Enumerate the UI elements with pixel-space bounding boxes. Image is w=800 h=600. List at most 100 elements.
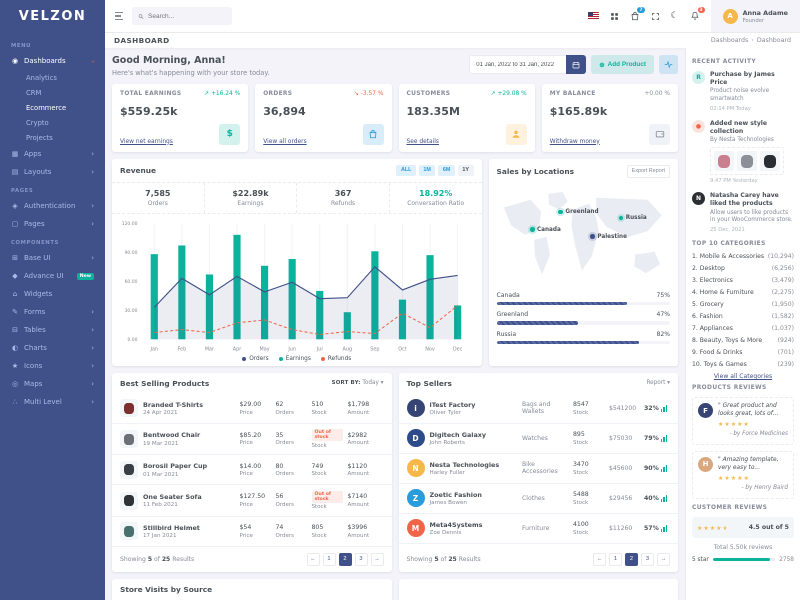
- category-row[interactable]: 3. Electronics (3,479): [692, 277, 794, 284]
- top-sellers-page-3[interactable]: 3: [641, 552, 654, 566]
- category-row[interactable]: 7. Appliances (1,037): [692, 325, 794, 332]
- app-logo[interactable]: VELZON: [18, 9, 87, 24]
- top-sellers-next-page-button[interactable]: →: [657, 552, 670, 566]
- seller-company[interactable]: Nesta Technologies: [429, 460, 500, 469]
- best-selling-page-2[interactable]: 2: [338, 552, 352, 566]
- sidebar-item-charts[interactable]: ◐ Charts ›: [0, 339, 105, 357]
- sidebar-item-apps[interactable]: ▦ Apps ›: [0, 145, 105, 163]
- product-name[interactable]: One Seater Sofa: [143, 492, 202, 501]
- sort-by-dropdown[interactable]: SORT BY: Today ▾: [331, 380, 384, 387]
- user-profile-button[interactable]: A Anna Adame Founder: [710, 0, 800, 32]
- sidebar-subitem-analytics[interactable]: Analytics: [26, 73, 57, 82]
- product-name[interactable]: Bentwood Chair: [143, 431, 201, 440]
- sidebar-item-authentication[interactable]: ◈ Authentication ›: [0, 197, 105, 215]
- sidebar-subitem-crypto[interactable]: Crypto: [26, 118, 49, 127]
- calendar-button[interactable]: [566, 55, 587, 74]
- stat-card-link[interactable]: View all orders: [263, 138, 307, 145]
- activity-button[interactable]: [659, 55, 678, 74]
- activity-thumbnail[interactable]: [714, 151, 734, 172]
- range-button-1y[interactable]: 1Y: [457, 164, 474, 176]
- collection-icon: ●: [692, 119, 705, 133]
- hamburger-menu-icon[interactable]: [115, 12, 123, 20]
- category-row[interactable]: 5. Grocery (1,950): [692, 301, 794, 308]
- language-flag-button[interactable]: [587, 12, 599, 20]
- sidebar-subitem-crm[interactable]: CRM: [26, 88, 42, 97]
- widgets-icon: ⌂: [12, 290, 18, 298]
- category-row[interactable]: 4. Home & Furniture (2,275): [692, 289, 794, 296]
- view-all-categories-link[interactable]: View all Categories: [713, 373, 773, 381]
- category-row[interactable]: 10. Toys & Games (239): [692, 361, 794, 368]
- best-selling-page-3[interactable]: 3: [354, 552, 368, 566]
- category-row[interactable]: 9. Food & Drinks (701): [692, 349, 794, 356]
- sidebar-item-maps[interactable]: ◎ Maps ›: [0, 375, 105, 393]
- map-marker-russia[interactable]: Russia: [618, 215, 647, 221]
- sidebar-item-base-ui[interactable]: ⊞ Base UI ›: [0, 249, 105, 267]
- out-of-stock-badge: Out of stock: [311, 490, 343, 503]
- stat-card-link[interactable]: Withdraw money: [549, 138, 600, 145]
- category-row[interactable]: 6. Fashion (1,582): [692, 313, 794, 320]
- range-button-1m[interactable]: 1M: [418, 164, 436, 176]
- fullscreen-button[interactable]: [651, 12, 660, 21]
- product-image: [124, 402, 134, 414]
- best-selling-footer: Showing 5 of 25 Results ← 1 2 3 →: [112, 547, 392, 572]
- seller-person: Zoe Dennis: [429, 530, 462, 537]
- category-row[interactable]: 8. Beauty, Toys & More (924): [692, 337, 794, 344]
- sidebar-item-advance-ui[interactable]: ◆ Advance UI New: [0, 267, 105, 285]
- sidebar-subitem-projects[interactable]: Projects: [26, 133, 53, 142]
- sidebar-item-icons[interactable]: ★ Icons ›: [0, 357, 105, 375]
- best-selling-prev-page-button[interactable]: ←: [306, 552, 320, 566]
- sidebar-item-multi-level[interactable]: ∴ Multi Level ›: [0, 393, 105, 411]
- top-sellers-prev-page-button[interactable]: ←: [593, 552, 606, 566]
- world-map[interactable]: Canada Greenland Russia Palestine: [495, 186, 672, 284]
- category-row[interactable]: 2. Desktop (6,256): [692, 265, 794, 272]
- seller-company[interactable]: Digitech Galaxy: [429, 430, 487, 439]
- report-dropdown[interactable]: Report ▾: [646, 380, 670, 387]
- sidebar-item-layouts[interactable]: ▤ Layouts ›: [0, 163, 105, 181]
- activity-thumbnail[interactable]: [737, 151, 757, 172]
- search-box[interactable]: [132, 7, 232, 25]
- rating-bar-fill: [712, 557, 771, 562]
- stat-card-link[interactable]: See details: [406, 138, 440, 145]
- map-marker-canada[interactable]: Canada: [530, 227, 561, 233]
- stat-card-link[interactable]: View net earnings: [120, 138, 173, 145]
- product-name[interactable]: Stillbird Helmet: [143, 523, 200, 532]
- revenue-range-buttons: ALL 1M 6M 1Y: [396, 164, 474, 176]
- stat-card-value: $559.25k: [120, 104, 178, 118]
- activity-thumbnail[interactable]: [760, 151, 780, 172]
- breadcrumb-dashboards[interactable]: Dashboards: [710, 37, 749, 44]
- cart-button[interactable]: 7: [630, 7, 645, 21]
- product-stock-value: 510: [311, 401, 324, 409]
- product-name[interactable]: Branded T-Shirts: [143, 400, 204, 409]
- product-name[interactable]: Borosil Paper Cup: [143, 462, 208, 471]
- sales-by-locations-panel: Sales by Locations Export Report Canada G…: [488, 158, 678, 366]
- date-range-picker: [469, 55, 587, 74]
- seller-company[interactable]: Zoetic Fashion: [429, 490, 482, 499]
- best-selling-next-page-button[interactable]: →: [370, 552, 384, 566]
- seller-stock: 8547 Stock: [573, 401, 604, 416]
- apps-grid-button[interactable]: [610, 12, 619, 21]
- sidebar-subitem-ecommerce[interactable]: Ecommerce: [26, 103, 67, 112]
- search-input[interactable]: [148, 12, 226, 20]
- category-row[interactable]: 1. Mobile & Accessories (10,294): [692, 253, 794, 260]
- add-product-button[interactable]: ⊕ Add Product: [591, 55, 654, 74]
- notifications-button[interactable]: 3: [690, 7, 705, 21]
- dark-mode-button[interactable]: ☾: [671, 11, 679, 21]
- seller-category: Clothes: [522, 494, 545, 502]
- export-report-button[interactable]: Export Report: [626, 164, 670, 178]
- date-range-input[interactable]: [469, 55, 567, 74]
- product-amount: $2982 Amount: [348, 432, 384, 447]
- range-button-6m[interactable]: 6M: [438, 164, 455, 176]
- sidebar-item-dashboards[interactable]: ◉ Dashboards ›: [0, 52, 105, 70]
- map-marker-palestine[interactable]: Palestine: [590, 234, 627, 240]
- sidebar-item-forms[interactable]: ✎ Forms ›: [0, 303, 105, 321]
- sidebar-item-pages[interactable]: ▢ Pages ›: [0, 215, 105, 233]
- best-selling-page-1[interactable]: 1: [322, 552, 336, 566]
- sidebar-item-widgets[interactable]: ⌂ Widgets: [0, 285, 105, 303]
- seller-company[interactable]: Meta4Systems: [429, 520, 483, 529]
- seller-company[interactable]: iTest Factory: [429, 400, 476, 409]
- top-sellers-page-1[interactable]: 1: [609, 552, 622, 566]
- sidebar-item-tables[interactable]: ⊟ Tables ›: [0, 321, 105, 339]
- range-button-all[interactable]: ALL: [396, 164, 416, 176]
- map-marker-greenland[interactable]: Greenland: [558, 209, 599, 215]
- top-sellers-page-2[interactable]: 2: [625, 552, 638, 566]
